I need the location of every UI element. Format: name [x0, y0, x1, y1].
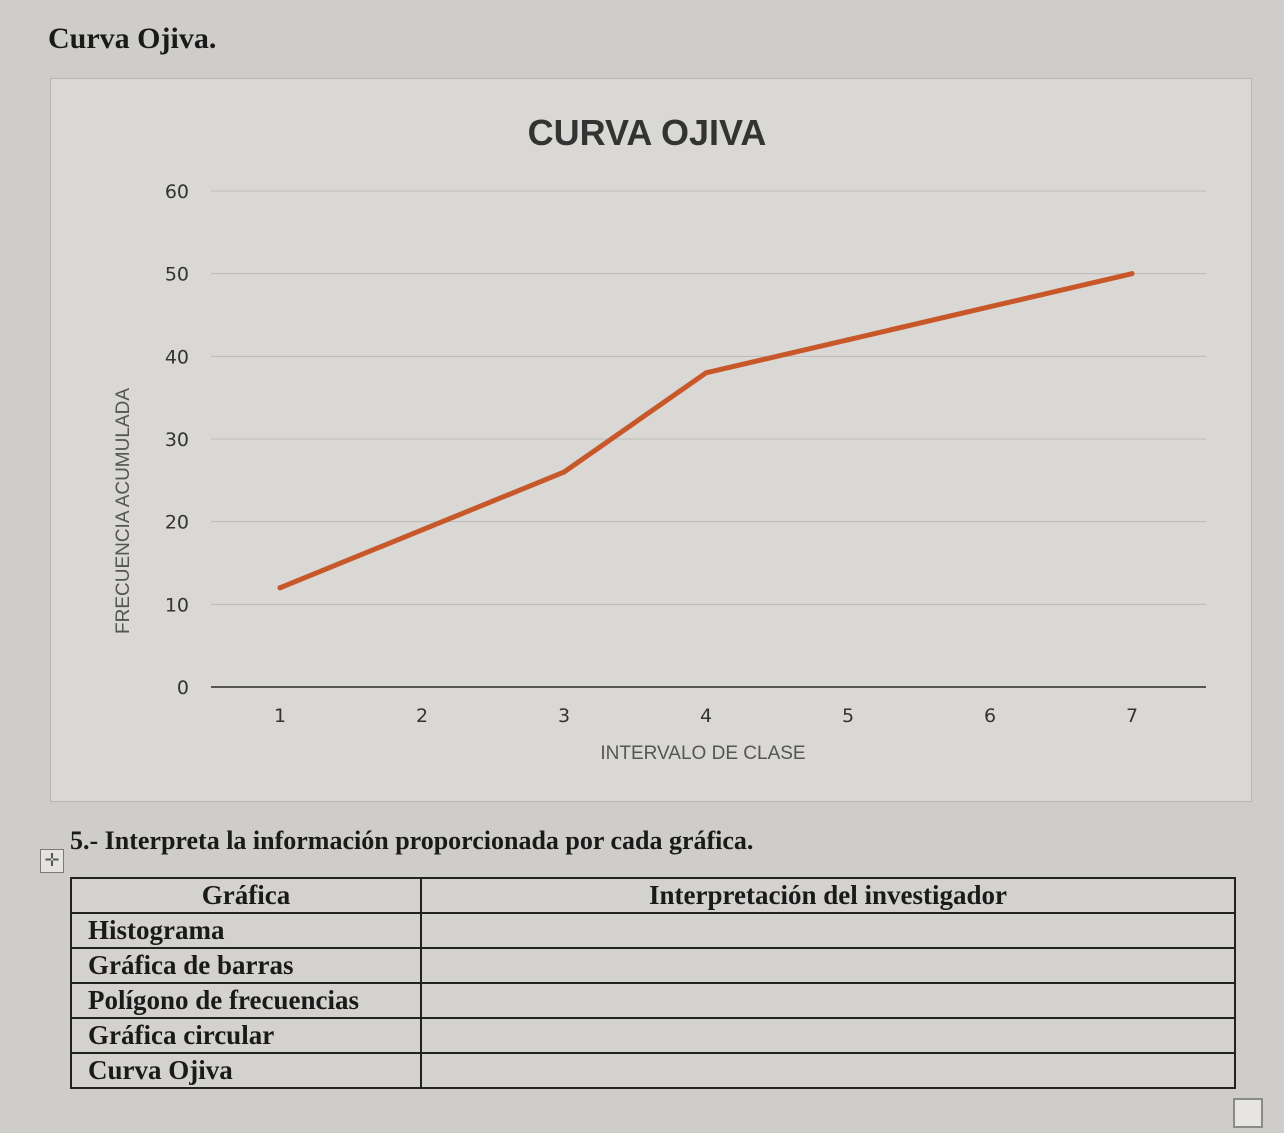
page-heading: Curva Ojiva. [48, 22, 217, 55]
x-tick-label: 2 [416, 705, 428, 727]
table-row: Curva Ojiva [70, 1052, 1236, 1089]
table-row: Gráfica circular [70, 1017, 1236, 1054]
row-input-curva-ojiva[interactable] [420, 1052, 1236, 1089]
move-cross-icon[interactable]: ✛ [40, 849, 64, 873]
data-point-5 [845, 337, 851, 343]
data-point-3 [561, 469, 567, 475]
table-row: Polígono de frecuencias [70, 982, 1236, 1019]
table-row: Histograma [70, 912, 1236, 949]
row-input-grafica-barras[interactable] [420, 947, 1236, 984]
x-tick-label: 6 [984, 705, 996, 727]
header-interpretacion: Interpretación del investigador [420, 877, 1236, 914]
x-axis-ticks: 1 2 3 4 5 6 7 [274, 705, 1138, 727]
chart-title: CURVA OJIVA [528, 112, 767, 153]
data-point-6 [987, 304, 993, 310]
y-tick-label: 10 [165, 594, 189, 616]
y-tick-label: 60 [165, 181, 189, 203]
row-input-histograma[interactable] [420, 912, 1236, 949]
chart-gridlines [211, 190, 1206, 605]
question-text: 5.- Interpreta la información proporcion… [70, 826, 754, 855]
row-label-grafica-barras: Gráfica de barras [70, 947, 422, 984]
ojiva-chart: CURVA OJIVA 0 10 20 30 40 50 60 1 2 3 4 5 6 7 INTERV… [113, 112, 1206, 764]
row-label-circular: Gráfica circular [70, 1017, 422, 1054]
interpretation-table: Gráfica Interpretación del investigador … [70, 877, 1236, 1089]
y-tick-label: 20 [165, 512, 189, 534]
y-tick-label: 50 [165, 264, 189, 286]
row-label-histograma: Histograma [70, 912, 422, 949]
row-input-circular[interactable] [420, 1017, 1236, 1054]
chart-container: CURVA OJIVA 0 10 20 30 40 50 60 1 2 3 4 5 6 7 INTERV… [50, 78, 1252, 802]
data-point-4 [703, 370, 709, 376]
table-row: Gráfica de barras [70, 947, 1236, 984]
x-tick-label: 7 [1126, 705, 1138, 727]
x-axis-label: INTERVALO DE CLASE [600, 743, 805, 764]
series-points [277, 271, 1135, 591]
row-label-poligono: Polígono de frecuencias [70, 982, 422, 1019]
series-line-frecuencia-acumulada [277, 271, 1135, 591]
x-tick-label: 3 [558, 705, 570, 727]
data-point-7 [1129, 271, 1135, 277]
header-grafica: Gráfica [70, 877, 422, 914]
data-point-1 [277, 585, 283, 591]
x-tick-label: 4 [700, 705, 712, 727]
data-point-2 [419, 527, 425, 533]
y-tick-label: 0 [177, 677, 189, 699]
x-tick-label: 1 [274, 705, 286, 727]
y-axis-label: FRECUENCIA ACUMULADA [113, 388, 134, 634]
row-input-poligono[interactable] [420, 982, 1236, 1019]
row-label-curva-ojiva: Curva Ojiva [70, 1052, 422, 1089]
x-tick-label: 5 [842, 705, 854, 727]
y-tick-label: 30 [165, 429, 189, 451]
resize-handle-icon[interactable] [1233, 1098, 1263, 1128]
table-header-row: Gráfica Interpretación del investigador [70, 877, 1236, 914]
y-tick-label: 40 [165, 346, 189, 368]
y-axis-ticks: 0 10 20 30 40 50 60 [165, 181, 189, 699]
